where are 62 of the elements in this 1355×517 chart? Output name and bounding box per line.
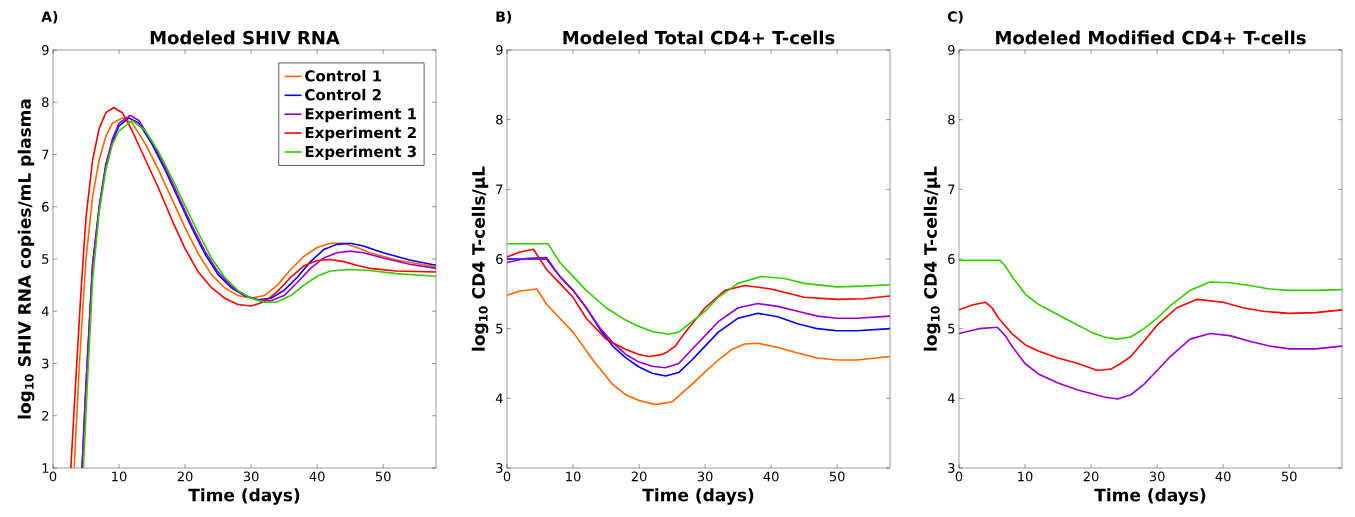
- y-tick-label: 9: [42, 45, 49, 55]
- y-tick-label: 3: [496, 463, 503, 473]
- legend-label: Experiment 2: [305, 126, 416, 142]
- y-tick-label: 6: [496, 254, 503, 264]
- x-tick-label: 40: [309, 471, 325, 482]
- y-tick-label: 4: [495, 393, 503, 404]
- x-tick-label: 50: [1281, 471, 1297, 482]
- y-tick-label: 6: [42, 201, 49, 212]
- text: A): [41, 11, 58, 24]
- x-tick-label: 50: [829, 471, 845, 482]
- legend-label: Experiment 3: [305, 145, 416, 161]
- y-tick-label: 7: [496, 184, 503, 195]
- x-tick-label: 10: [112, 471, 127, 482]
- x-tick-label: 0: [49, 471, 57, 482]
- x-axis-title: Time (days): [642, 488, 754, 505]
- y-tick-label: 8: [496, 114, 503, 125]
- y-tick-label: 5: [42, 254, 49, 264]
- x-tick-label: 50: [375, 471, 391, 482]
- x-tick-label: 20: [631, 471, 647, 482]
- x-tick-label: 40: [1215, 471, 1231, 482]
- x-tick-label: 10: [566, 471, 581, 482]
- chart-title: Modeled Total CD4+ T-cells: [563, 30, 835, 45]
- y-axis-title: log$_{10}$ CD4 T-cells/μL: [471, 166, 489, 351]
- text: B): [496, 11, 512, 24]
- y-tick-label: 8: [948, 114, 955, 125]
- line-series: [507, 288, 891, 406]
- y-tick-label: 6: [948, 254, 955, 264]
- chart-title: Modeled Modified CD4+ T-cells: [996, 30, 1306, 45]
- x-tick-label: 30: [1149, 471, 1165, 482]
- legend-label: Control 2: [305, 88, 381, 101]
- y-tick-label: 5: [948, 323, 955, 334]
- line-series: [959, 326, 1343, 400]
- x-tick-label: 0: [503, 471, 511, 482]
- x-tick-label: 10: [1018, 471, 1033, 482]
- y-tick-label: 9: [948, 45, 955, 55]
- x-axis-title: Time (days): [1094, 488, 1206, 505]
- chart-title: Modeled SHIV RNA: [150, 30, 340, 45]
- y-tick-label: 3: [42, 358, 49, 369]
- x-tick-label: 40: [763, 471, 779, 482]
- y-tick-label: 5: [496, 323, 503, 334]
- y-tick-label: 9: [496, 45, 503, 55]
- y-tick-label: 4: [947, 393, 955, 404]
- x-tick-label: 20: [1083, 471, 1099, 482]
- y-tick-label: 3: [948, 463, 955, 473]
- x-tick-label: 0: [955, 471, 963, 482]
- x-tick-label: 30: [243, 471, 259, 482]
- x-axis-title: Time (days): [188, 488, 300, 505]
- line-series: [507, 248, 891, 358]
- y-tick-label: 2: [42, 410, 49, 421]
- x-tick-label: 20: [177, 471, 193, 482]
- legend-label: Experiment 1: [305, 107, 417, 123]
- legend-label: Control 1: [305, 69, 382, 82]
- line-series: [959, 298, 1343, 372]
- x-tick-label: 30: [697, 471, 713, 482]
- y-tick-label: 4: [41, 306, 49, 316]
- y-axis-title: log$_{10}$ SHIV RNA copies/mL plasma: [17, 99, 35, 419]
- y-tick-label: 7: [42, 149, 49, 160]
- text: C): [947, 11, 963, 24]
- y-tick-label: 8: [42, 97, 49, 108]
- y-tick-label: 1: [42, 463, 49, 473]
- y-axis-title: log$_{10}$ CD4 T-cells/μL: [923, 166, 941, 351]
- y-tick-label: 7: [948, 184, 955, 195]
